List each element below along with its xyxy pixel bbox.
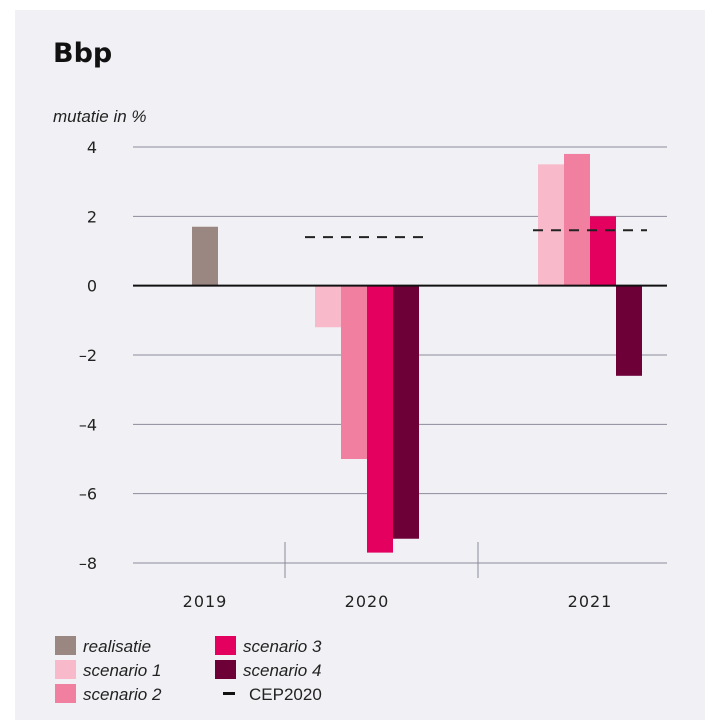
bars — [192, 153, 642, 553]
y-tick-label: –6 — [79, 485, 97, 504]
bar-scenario-1-2021 — [538, 164, 564, 286]
chart-title: Bbp — [53, 38, 113, 69]
bar-scenario-2-2020 — [341, 285, 367, 459]
x-tick-label: 2019 — [183, 592, 228, 611]
legend-item-scenario-4: scenario 4 — [215, 659, 321, 683]
y-tick-label: 4 — [87, 138, 97, 157]
legend-item-cep2020: CEP2020 — [220, 683, 322, 707]
y-axis-label: mutatie in % — [53, 107, 147, 126]
y-tick-label: –8 — [79, 554, 97, 573]
bar-scenario-3-2020 — [367, 285, 393, 553]
legend-swatch — [215, 636, 236, 655]
x-tick-label: 2020 — [345, 592, 390, 611]
axes: 4 2 0 –2 –4 –6 –8 2019 2020 2021 — [79, 138, 667, 611]
x-tick-label: 2021 — [568, 592, 613, 611]
bar-scenario-3-2021 — [590, 216, 616, 286]
chart-card: 4 2 0 –2 –4 –6 –8 2019 2020 2021 Bbp mutatie in %… — [15, 10, 705, 720]
legend-item-realisatie: realisatie — [55, 635, 151, 659]
legend-swatch — [55, 684, 76, 703]
legend-swatch — [55, 660, 76, 679]
bar-chart: 4 2 0 –2 –4 –6 –8 2019 2020 2021 — [79, 138, 667, 611]
legend-dash-line — [223, 692, 235, 695]
legend-label: scenario 1 — [83, 661, 162, 680]
legend-label: realisatie — [83, 637, 152, 656]
y-tick-label: –4 — [79, 415, 97, 434]
bar-scenario-1-2020 — [315, 285, 341, 328]
bar-scenario-4-2020 — [393, 285, 419, 539]
legend-swatch — [55, 636, 76, 655]
legend-swatch — [215, 660, 236, 679]
legend-label: CEP2020 — [249, 685, 322, 704]
legend-item-scenario-3: scenario 3 — [215, 635, 321, 659]
reference-lines — [305, 229, 647, 239]
legend-item-scenario-2: scenario 2 — [55, 683, 161, 707]
legend-label: scenario 4 — [243, 661, 322, 680]
bar-realisatie-2019 — [192, 226, 218, 286]
legend-label: scenario 3 — [243, 637, 322, 656]
legend-item-scenario-1: scenario 1 — [55, 659, 161, 683]
y-tick-label: 2 — [87, 207, 97, 226]
bar-scenario-4-2021 — [616, 285, 642, 376]
bar-scenario-2-2021 — [564, 153, 590, 286]
y-tick-label: –2 — [79, 346, 97, 365]
y-tick-label: 0 — [87, 277, 97, 296]
legend-label: scenario 2 — [83, 685, 162, 704]
